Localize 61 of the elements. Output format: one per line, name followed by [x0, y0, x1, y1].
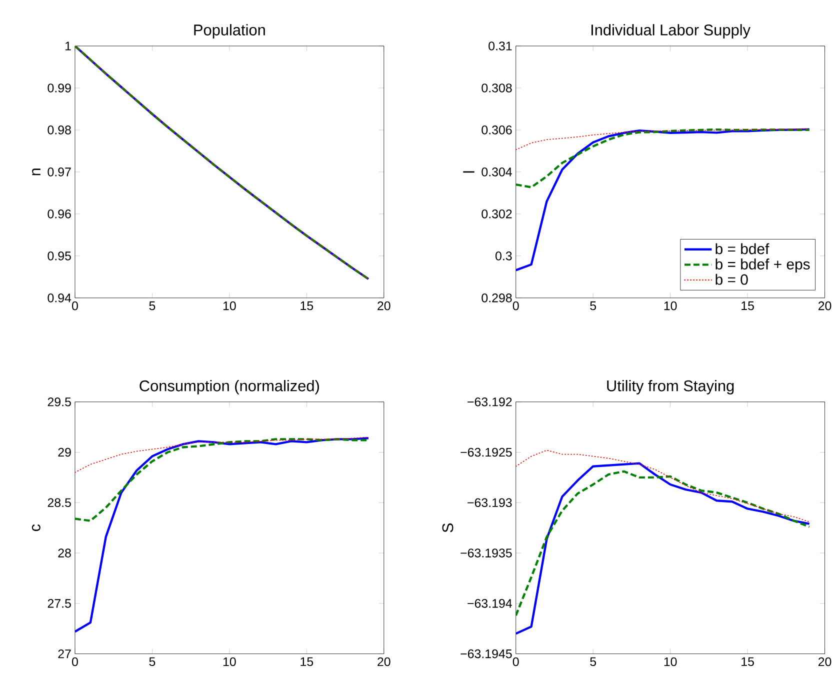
y-tick-label: −63.1925 [460, 448, 512, 457]
y-tick-label: 27 [58, 650, 71, 658]
x-tick-label: 0 [512, 302, 519, 310]
x-tick-label: 20 [818, 657, 832, 666]
line-series [516, 128, 810, 272]
y-axis-title: c [32, 524, 40, 532]
y-tick-label: 0.31 [488, 42, 512, 50]
x-tick-label: 15 [742, 657, 754, 666]
y-tick-label: −63.1945 [460, 650, 512, 658]
y-axis-title: n [32, 168, 40, 176]
x-tick-label: 20 [378, 657, 390, 666]
line-series [516, 128, 810, 188]
x-tick-label: 15 [742, 302, 754, 310]
y-tick-label: 0.298 [482, 294, 512, 302]
y-tick-label: 0.304 [482, 168, 512, 176]
y-tick-label: 0.95 [48, 252, 71, 260]
y-tick-label: 29.5 [48, 398, 71, 406]
y-tick-label: 27.5 [48, 599, 71, 608]
x-tick-label: 0 [72, 302, 78, 310]
chart-title: Utility from Staying [607, 380, 734, 394]
x-tick-label: 0 [512, 657, 519, 666]
y-tick-label: 0.98 [48, 126, 71, 134]
x-tick-label: 20 [818, 302, 832, 310]
x-tick-label: 10 [223, 302, 236, 310]
y-tick-label: 0.99 [48, 84, 71, 92]
y-tick-label: 0.96 [48, 210, 71, 218]
x-tick-label: 5 [590, 302, 596, 310]
line-series [74, 437, 370, 633]
y-tick-label: 0.308 [482, 84, 512, 92]
chart-title: Consumption (normalized) [140, 380, 319, 394]
legend-label: b = bdef [716, 243, 770, 254]
line-series [516, 470, 810, 617]
y-axis-title: S [442, 523, 454, 532]
y-tick-label: 1 [65, 42, 71, 50]
y-tick-label: 28 [58, 548, 71, 558]
y-tick-label: 0.97 [48, 168, 71, 176]
x-tick-label: 15 [300, 302, 314, 310]
x-tick-label: 5 [149, 657, 156, 666]
x-tick-label: 10 [664, 657, 677, 666]
chart-title: Individual Labor Supply [591, 24, 750, 39]
chart-title: Population [194, 24, 265, 39]
y-tick-label: 29 [58, 448, 71, 457]
x-tick-label: 5 [590, 657, 596, 666]
y-tick-label: −63.193 [468, 498, 512, 508]
y-tick-label: 0.302 [482, 210, 512, 218]
y-tick-label: −63.1935 [460, 548, 512, 558]
x-tick-label: 10 [664, 302, 677, 310]
y-tick-label: 0.306 [482, 126, 512, 134]
x-tick-label: 15 [300, 657, 314, 666]
y-axis-title: l [463, 171, 474, 173]
y-tick-label: 0.3 [496, 252, 512, 260]
x-tick-label: 0 [72, 657, 78, 666]
legend-label: b = 0 [716, 274, 748, 285]
y-tick-label: 28.5 [48, 498, 71, 508]
y-tick-label: 0.94 [48, 294, 72, 302]
x-tick-label: 20 [378, 302, 390, 310]
y-tick-label: −63.194 [468, 599, 512, 608]
y-tick-label: −63.192 [468, 398, 512, 406]
legend-label: b = bdef + eps [716, 258, 810, 273]
x-tick-label: 5 [149, 302, 156, 310]
x-tick-label: 10 [223, 657, 236, 666]
